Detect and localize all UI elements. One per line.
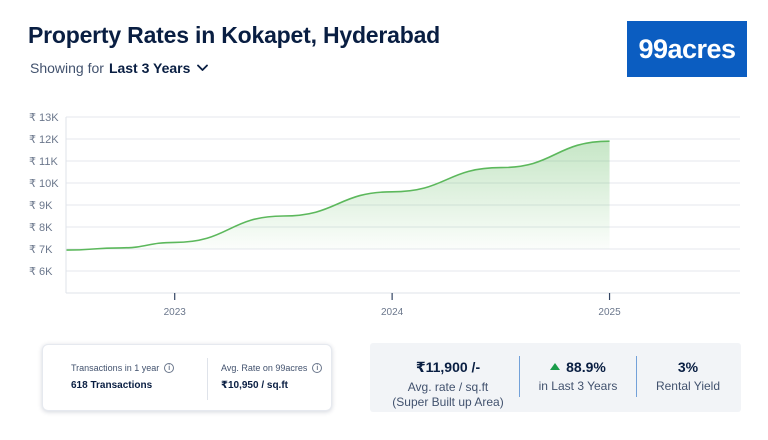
y-tick-label: ₹ 6K xyxy=(29,266,53,278)
price-trend-chart: ₹ 6K ₹ 7K ₹ 8K ₹ 9K ₹ 10K ₹ 11K ₹ 12K ₹ 13K 2023… xyxy=(29,112,740,318)
period-value: Last 3 Years xyxy=(108,60,191,76)
y-tick-label: ₹ 11K xyxy=(29,156,58,168)
chart-axes: ₹ 6K ₹ 7K ₹ 8K ₹ 9K ₹ 10K ₹ 11K ₹ 12K ₹ 13K 2023… xyxy=(29,112,740,318)
rate-summary-card: ₹11,900 /- Avg. rate / sq.ft (Super Buil… xyxy=(370,343,741,412)
avg-rate-block: Avg. Rate on 99acres i ₹10,950 / sq.ft xyxy=(221,363,323,391)
y-tick-label: ₹ 10K xyxy=(29,178,59,190)
divider xyxy=(636,356,637,397)
up-arrow-icon xyxy=(550,362,561,370)
transactions-label: Transactions in 1 year xyxy=(71,363,160,373)
transactions-block: Transactions in 1 year i 618 Transaction… xyxy=(71,363,175,391)
area-fill xyxy=(66,141,610,251)
y-tick-label: ₹ 9K xyxy=(29,200,53,212)
avg-rate-label: Avg. Rate on 99acres xyxy=(221,363,308,373)
period-selector[interactable]: Showing for Last 3 Years xyxy=(30,60,209,76)
y-tick-label: ₹ 12K xyxy=(29,134,59,146)
avg-rate-stat-value: ₹11,900 /- xyxy=(415,359,481,375)
avg-rate-stat-sub: (Super Built up Area) xyxy=(392,395,504,409)
page-title: Property Rates in Kokapet, Hyderabad xyxy=(28,22,441,48)
info-icon[interactable]: i xyxy=(164,363,175,373)
growth-stat-label: in Last 3 Years xyxy=(538,379,618,393)
y-tick-label: ₹ 7K xyxy=(29,244,53,256)
chart-area-layer xyxy=(65,140,610,251)
info-icon[interactable]: i xyxy=(312,363,323,373)
growth-stat: 88.9% in Last 3 Years xyxy=(522,359,634,394)
transactions-summary-card: Transactions in 1 year i 618 Transaction… xyxy=(42,344,332,411)
x-tick-label: 2023 xyxy=(164,307,187,318)
avg-rate-stat-label: Avg. rate / sq.ft xyxy=(407,380,489,394)
y-tick-label: ₹ 13K xyxy=(29,112,59,124)
growth-stat-value: 88.9% xyxy=(566,359,606,375)
divider xyxy=(519,356,520,397)
99acres-logo[interactable]: 99acres xyxy=(627,21,747,77)
x-tick-label: 2025 xyxy=(598,307,621,318)
rental-yield-stat: 3% Rental Yield xyxy=(638,359,738,394)
rental-yield-value: 3% xyxy=(677,359,699,375)
avg-rate-value: ₹10,950 / sq.ft xyxy=(221,380,288,391)
showing-for-label: Showing for xyxy=(30,60,104,76)
rental-yield-label: Rental Yield xyxy=(655,379,721,393)
avg-rate-stat: ₹11,900 /- Avg. rate / sq.ft (Super Buil… xyxy=(378,359,518,410)
series-line xyxy=(65,140,610,251)
x-tick-label: 2024 xyxy=(381,307,404,318)
y-tick-label: ₹ 8K xyxy=(29,222,53,234)
divider xyxy=(207,358,208,400)
transactions-value: 618 Transactions xyxy=(71,380,153,391)
chevron-down-icon xyxy=(197,64,209,71)
